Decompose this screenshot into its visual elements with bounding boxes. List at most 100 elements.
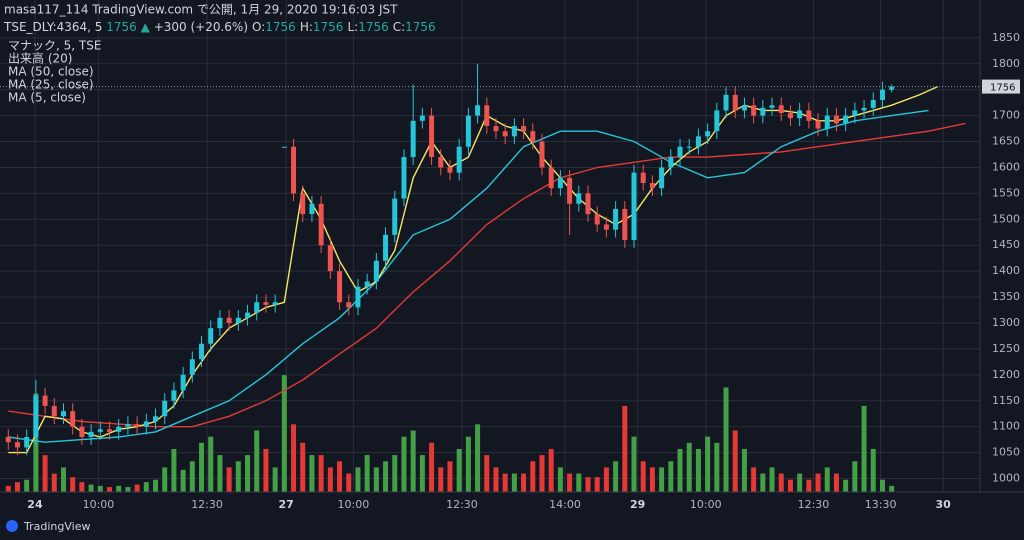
volume-bar — [291, 424, 297, 492]
candle-body — [14, 442, 20, 448]
volume-bar — [14, 482, 20, 492]
volume-bar — [300, 442, 306, 492]
volume-bar — [475, 424, 481, 492]
candle-body — [24, 437, 30, 448]
candle-body — [254, 302, 260, 313]
volume-bar — [548, 448, 554, 492]
last-price-box — [982, 79, 1020, 94]
volume-bar — [208, 436, 214, 492]
volume-bar — [272, 467, 278, 492]
candle-body — [870, 100, 876, 108]
candle-body — [714, 110, 720, 132]
candle-body — [548, 167, 554, 189]
volume-bar — [484, 455, 490, 492]
volume-bar — [668, 461, 674, 492]
candle-body — [327, 245, 333, 272]
last: 1756 — [106, 20, 137, 34]
candle-body — [401, 157, 407, 199]
candle-body — [677, 146, 683, 158]
candle-body — [355, 286, 361, 308]
candle-body — [153, 416, 159, 422]
volume-bar — [465, 436, 471, 492]
volume-bar — [539, 455, 545, 492]
candle-body — [585, 193, 591, 215]
candle-body — [438, 157, 444, 168]
candle-body — [171, 390, 177, 401]
volume-bar — [511, 473, 517, 492]
candle-body — [199, 343, 205, 360]
x-tick-label: 10:00 — [83, 498, 115, 511]
candle-body — [429, 115, 435, 158]
volume-bar — [751, 467, 757, 492]
volume-bar — [401, 436, 407, 492]
y-tick-label: 1300 — [992, 316, 1020, 329]
volume-bar — [493, 467, 499, 492]
volume-bar — [714, 442, 720, 492]
volume-bar — [60, 467, 66, 492]
candle-body — [392, 198, 398, 235]
candle-body — [751, 105, 757, 116]
candle-body — [769, 105, 775, 108]
candle-body — [245, 312, 251, 318]
candle-body — [5, 437, 11, 443]
y-tick-label: 1700 — [992, 109, 1020, 122]
volume-bar — [346, 473, 352, 492]
volume-bar — [567, 473, 573, 492]
candle-body — [659, 167, 665, 189]
volume-bar — [585, 477, 591, 492]
candle-body — [281, 146, 287, 148]
candle-body — [346, 302, 352, 308]
candle-body — [843, 115, 849, 124]
plot — [0, 0, 980, 492]
volume-bar — [327, 467, 333, 492]
x-tick-label: 12:30 — [446, 498, 478, 511]
x-tick-label: 14:00 — [549, 498, 581, 511]
x-tick-label: 30 — [936, 498, 952, 511]
candle-body — [622, 208, 628, 241]
candle-body — [465, 115, 471, 147]
y-tick-label: 1550 — [992, 186, 1020, 199]
volume-bar — [88, 484, 94, 492]
candle-body — [649, 183, 655, 189]
candle-body — [373, 260, 379, 282]
y-tick-label: 1150 — [992, 394, 1020, 407]
last-price-label: 1756 — [990, 83, 1015, 94]
candle-body — [852, 110, 858, 116]
brand: TradingView — [6, 520, 90, 533]
volume-bar — [870, 448, 876, 492]
candle-body — [879, 89, 885, 101]
volume-bar — [42, 455, 48, 492]
candle-body — [815, 120, 821, 129]
legend-entry: マナック, 5, TSE — [8, 39, 101, 53]
candle-body — [337, 271, 343, 303]
candle-body — [741, 105, 747, 111]
y-tick-label: 1850 — [992, 31, 1020, 44]
candle-body — [833, 115, 839, 124]
volume-bar — [410, 430, 416, 492]
volume-bar — [502, 473, 508, 492]
candle-body — [723, 94, 729, 111]
volume-bar — [51, 473, 57, 492]
publisher: masa117_114 TradingView.com で公開, 1月 29, … — [4, 3, 398, 17]
ohlc-value: 1756 — [265, 20, 296, 34]
ohlc-label: L: — [347, 20, 358, 34]
candle-body — [419, 115, 425, 121]
candle-body — [576, 193, 582, 204]
y-tick-label: 1650 — [992, 135, 1020, 148]
candle-body — [530, 131, 536, 142]
volume-bar — [383, 461, 389, 492]
y-tick-label: 1350 — [992, 290, 1020, 303]
volume-bar — [521, 473, 527, 492]
volume-bar — [741, 448, 747, 492]
candle-body — [309, 203, 315, 215]
y-tick-label: 1100 — [992, 420, 1020, 433]
volume-bar — [843, 479, 849, 492]
volume-bar — [134, 484, 140, 492]
candle-body — [88, 431, 94, 438]
volume-bar — [530, 461, 536, 492]
candle-body — [410, 120, 416, 158]
candle-body — [383, 234, 389, 261]
candle-body — [116, 426, 122, 432]
volume-bar — [254, 430, 260, 492]
